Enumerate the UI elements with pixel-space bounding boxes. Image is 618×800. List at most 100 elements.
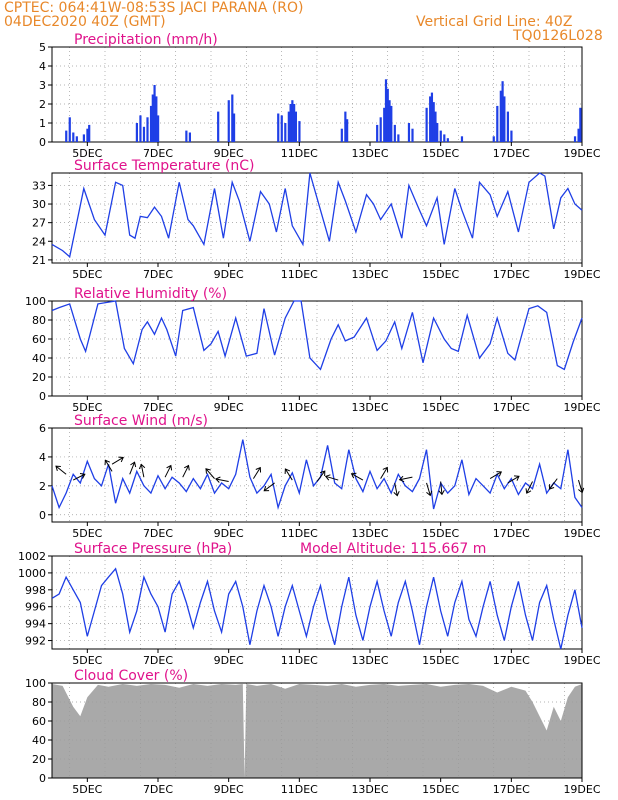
wind-arrow-head xyxy=(118,456,124,463)
precip-bar xyxy=(139,115,142,142)
precip-bar xyxy=(446,138,449,142)
precip-bar xyxy=(227,100,230,142)
x-tick-label: 7DEC xyxy=(143,268,173,281)
precip-bar xyxy=(151,94,154,142)
x-tick-label: 19DEC xyxy=(563,268,600,281)
precip-bar xyxy=(439,130,442,142)
x-tick-label: 13DEC xyxy=(351,783,388,796)
precip-bar xyxy=(82,134,85,142)
y-tick-label: 27 xyxy=(32,217,46,230)
header-location: CPTEC: 064:41W-08:53S JACI PARANA (RO) xyxy=(4,0,304,16)
wind-arrow-head xyxy=(263,485,270,492)
series-line xyxy=(51,567,583,650)
x-tick-label: 7DEC xyxy=(143,654,173,667)
x-tick-label: 19DEC xyxy=(563,654,600,667)
x-tick-label: 9DEC xyxy=(214,654,244,667)
x-tick-label: 17DEC xyxy=(493,401,530,414)
precip-bar xyxy=(577,128,580,142)
y-tick-label: 998 xyxy=(25,584,46,597)
y-tick-label: 30 xyxy=(32,198,46,211)
y-tick-label: 5 xyxy=(39,41,46,54)
header-run-time: 04DEC2020 40Z (GMT) xyxy=(4,14,166,30)
wind-arrow-head xyxy=(514,475,520,481)
y-tick-label: 4 xyxy=(39,60,46,73)
precip-bar xyxy=(460,136,464,142)
precip-bar xyxy=(293,104,296,142)
y-tick-label: 2 xyxy=(39,98,46,111)
wind-arrow-shaft xyxy=(507,475,520,484)
wind-arrow-head xyxy=(205,468,211,474)
x-tick-label: 17DEC xyxy=(493,147,530,160)
y-tick-label: 40 xyxy=(32,352,46,365)
wind-arrow-shaft xyxy=(72,473,86,481)
wind-arrow-shaft xyxy=(351,473,364,481)
x-tick-label: 13DEC xyxy=(351,654,388,667)
wind-arrow-head xyxy=(382,466,389,473)
wind-arrow-shaft xyxy=(129,462,136,475)
precip-bar xyxy=(68,117,71,142)
precip-bar xyxy=(287,111,290,142)
wind-arrow-head xyxy=(320,470,326,477)
wind-arrow-shaft xyxy=(549,478,558,490)
plot-frame xyxy=(51,46,583,143)
wind-arrow-head xyxy=(578,487,585,494)
x-tick-label: 13DEC xyxy=(351,268,388,281)
wind-arrow-head xyxy=(184,464,190,471)
y-tick-label: 0 xyxy=(39,390,46,403)
x-tick-label: 7DEC xyxy=(143,783,173,796)
y-tick-label: 2 xyxy=(39,480,46,493)
y-tick-label: 80 xyxy=(32,696,46,709)
y-tick-label: 20 xyxy=(32,753,46,766)
x-tick-label: 11DEC xyxy=(281,268,318,281)
wind-arrow-head xyxy=(496,471,503,477)
precip-bar xyxy=(492,136,495,142)
wind-arrow-head xyxy=(166,464,173,471)
panel-title: Cloud Cover (%) xyxy=(74,668,188,684)
wind-arrow-head xyxy=(215,476,221,483)
precip-bar xyxy=(280,115,283,142)
x-tick-label: 17DEC xyxy=(493,268,530,281)
precip-bar xyxy=(407,123,411,142)
wind-arrow-head xyxy=(79,473,86,479)
plot-frame xyxy=(51,300,583,397)
y-tick-label: 992 xyxy=(25,635,46,648)
wind-arrow-shaft xyxy=(316,470,326,482)
wind-arrow-head xyxy=(324,474,331,481)
precip-bar xyxy=(146,117,149,142)
series-line xyxy=(51,172,583,259)
wind-arrow-head xyxy=(255,466,262,473)
y-tick-label: 80 xyxy=(32,314,46,327)
y-tick-label: 0 xyxy=(39,772,46,785)
y-tick-label: 60 xyxy=(32,333,46,346)
x-tick-label: 19DEC xyxy=(563,783,600,796)
wind-arrow-shaft xyxy=(399,476,413,481)
precip-bar xyxy=(284,123,287,142)
y-tick-label: 24 xyxy=(32,235,46,248)
header-grid-note: Vertical Grid Line: 40Z xyxy=(416,14,573,30)
precip-bar xyxy=(289,104,292,142)
series-line xyxy=(51,439,583,511)
precip-bar xyxy=(425,107,428,142)
x-tick-label: 5DEC xyxy=(72,527,102,540)
wind-arrow-head xyxy=(525,488,532,494)
panel-title: Precipitation (mm/h) xyxy=(74,32,218,48)
wind-arrow-shaft xyxy=(526,481,533,494)
precip-bar xyxy=(86,128,89,142)
precip-bar xyxy=(75,136,78,142)
y-tick-label: 6 xyxy=(39,422,46,435)
y-tick-label: 1002 xyxy=(18,550,46,563)
y-tick-label: 994 xyxy=(25,618,46,631)
precip-bar xyxy=(155,96,158,142)
precip-bar xyxy=(277,113,280,142)
precip-bar xyxy=(157,115,160,142)
wind-arrow-shaft xyxy=(284,468,293,481)
wind-arrow-shaft xyxy=(182,465,189,478)
precip-bar xyxy=(383,107,386,142)
x-tick-label: 15DEC xyxy=(422,147,459,160)
wind-arrow-head xyxy=(350,472,357,479)
wind-arrow-head xyxy=(130,461,137,468)
panel-title: Surface Wind (m/s) xyxy=(74,413,208,429)
x-tick-label: 11DEC xyxy=(281,527,318,540)
y-tick-label: 1000 xyxy=(18,567,46,580)
